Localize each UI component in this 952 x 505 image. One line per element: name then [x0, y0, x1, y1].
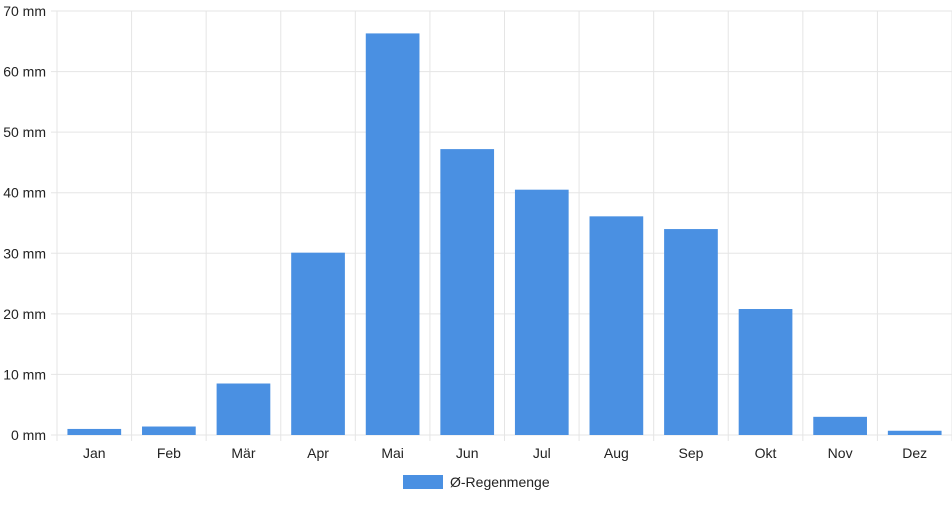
y-tick-label: 20 mm [3, 306, 46, 322]
bars [67, 33, 942, 436]
y-tick-label: 10 mm [3, 366, 46, 382]
bar-mär[interactable] [216, 383, 271, 435]
bar-sep[interactable] [664, 229, 718, 435]
x-tick-label: Okt [755, 445, 777, 461]
y-tick-label: 70 mm [3, 3, 46, 19]
bar-dez[interactable] [887, 430, 942, 435]
bar-feb[interactable] [142, 426, 196, 435]
bar-nov[interactable] [813, 416, 867, 435]
y-tick-label: 60 mm [3, 64, 46, 80]
x-tick-label: Jan [83, 445, 106, 461]
x-tick-label: Jul [533, 445, 551, 461]
x-tick-label: Jun [456, 445, 479, 461]
bar-aug[interactable] [589, 216, 644, 435]
x-tick-label: Mär [231, 445, 255, 461]
x-tick-label: Mai [381, 445, 404, 461]
x-tick-label: Apr [307, 445, 329, 461]
bar-apr[interactable] [291, 252, 345, 435]
y-tick-label: 40 mm [3, 185, 46, 201]
x-axis-ticks: Jan Feb Mär Apr Mai Jun Jul Aug Sep Okt Nov Dez [83, 445, 927, 461]
legend[interactable]: Ø-Regenmenge [403, 474, 550, 490]
bar-jan[interactable] [67, 428, 122, 435]
x-tick-label: Sep [678, 445, 703, 461]
legend-swatch[interactable] [403, 475, 443, 489]
y-tick-label: 0 mm [11, 427, 46, 443]
grid-lines [51, 10, 952, 441]
legend-label[interactable]: Ø-Regenmenge [450, 474, 550, 490]
bar-jul[interactable] [514, 189, 569, 435]
y-tick-label: 50 mm [3, 124, 46, 140]
y-tick-label: 30 mm [3, 245, 46, 261]
bar-okt[interactable] [738, 309, 793, 435]
x-tick-label: Feb [157, 445, 181, 461]
bar-mai[interactable] [365, 33, 420, 435]
x-tick-label: Dez [902, 445, 927, 461]
y-axis-ticks: 0 mm 10 mm 20 mm 30 mm 40 mm 50 mm 60 mm 70 mm [3, 3, 46, 443]
x-tick-label: Nov [828, 445, 853, 461]
bar-jun[interactable] [440, 149, 495, 436]
x-tick-label: Aug [604, 445, 629, 461]
